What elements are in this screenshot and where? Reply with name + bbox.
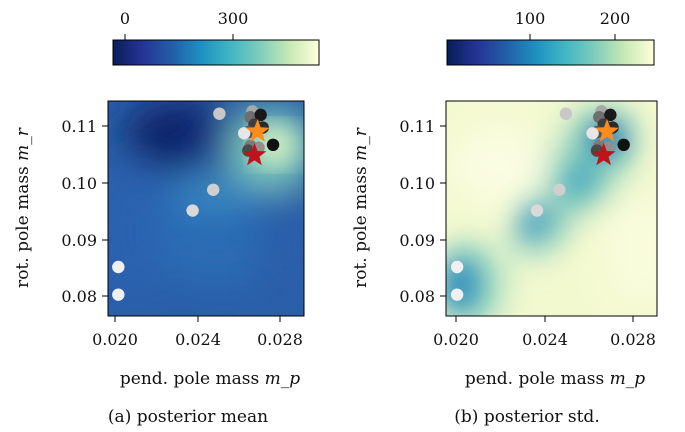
y-tick-label: 0.11 bbox=[399, 117, 435, 136]
y-axis-label-b: rot. pole mass m_r bbox=[351, 127, 371, 288]
colorbar-a bbox=[112, 39, 320, 66]
y-tick-label: 0.08 bbox=[399, 287, 435, 306]
scatter-point bbox=[266, 138, 280, 152]
plot-frame-a bbox=[107, 100, 305, 317]
scatter-point bbox=[450, 260, 464, 274]
y-tick-label: 0.11 bbox=[61, 117, 97, 136]
x-axis-b: 0.020 0.024 0.028 pend. pole mass m_p bbox=[433, 316, 656, 389]
scatter-point bbox=[112, 288, 125, 301]
data-marks-b bbox=[450, 105, 630, 301]
star-marker bbox=[595, 119, 619, 142]
x-tick-label: 0.028 bbox=[610, 330, 656, 349]
scatter-point bbox=[450, 288, 464, 301]
caption-a: (a) posterior mean bbox=[108, 407, 268, 427]
panel-a: 0 300 0.020 0.024 bbox=[13, 9, 320, 427]
star-marker bbox=[591, 142, 616, 166]
x-tick-label: 0.024 bbox=[522, 330, 568, 349]
x-axis-label-b: pend. pole mass m_p bbox=[465, 369, 645, 389]
y-axis-label-a: rot. pole mass m_r bbox=[13, 127, 33, 288]
x-tick-label: 0.024 bbox=[175, 330, 221, 349]
plot-frame-b bbox=[445, 100, 658, 317]
y-tick-label: 0.08 bbox=[61, 287, 97, 306]
y-axis-a: 0.08 0.09 0.10 0.11 rot. pole mass m_r bbox=[13, 117, 108, 306]
y-tick-label: 0.09 bbox=[61, 231, 97, 250]
colorbar-a-ticks: 0 300 bbox=[120, 9, 248, 40]
scatter-point bbox=[604, 108, 617, 122]
scatter-point bbox=[112, 260, 125, 274]
colorbar-b-ticks: 100 200 bbox=[515, 9, 631, 40]
x-tick-label: 0.028 bbox=[257, 330, 303, 349]
panel-b: 100 200 0.020 0.02 bbox=[351, 9, 658, 427]
y-tick-label: 0.10 bbox=[61, 174, 97, 193]
scatter-point bbox=[553, 183, 566, 196]
colorbar-b-tick-label: 100 bbox=[515, 9, 546, 28]
star-marker bbox=[242, 142, 267, 166]
x-axis-a: 0.020 0.024 0.028 pend. pole mass m_p bbox=[92, 316, 303, 389]
star-marker bbox=[245, 119, 270, 142]
scatter-point bbox=[559, 107, 573, 120]
y-tick-label: 0.09 bbox=[399, 231, 435, 250]
x-axis-label-a: pend. pole mass m_p bbox=[120, 369, 300, 389]
scatter-point bbox=[207, 183, 220, 196]
x-tick-label: 0.020 bbox=[92, 330, 138, 349]
colorbar-a-tick-label: 300 bbox=[218, 9, 249, 28]
y-axis-b: 0.08 0.09 0.10 0.11 rot. pole mass m_r bbox=[351, 117, 446, 306]
scatter-point bbox=[213, 107, 226, 120]
scatter-point bbox=[530, 204, 544, 217]
scatter-point bbox=[237, 127, 251, 140]
colorbar-a-tick-label: 0 bbox=[120, 9, 130, 28]
colorbar-b bbox=[446, 39, 655, 66]
heatmap-b bbox=[446, 101, 657, 316]
x-tick-label: 0.020 bbox=[433, 330, 479, 349]
heatmap-a bbox=[108, 101, 304, 316]
data-marks-a bbox=[112, 105, 280, 301]
scatter-point bbox=[617, 138, 630, 152]
scatter-point bbox=[586, 127, 599, 140]
colorbar-b-tick-label: 200 bbox=[600, 9, 631, 28]
scatter-point bbox=[254, 108, 267, 122]
caption-b: (b) posterior std. bbox=[454, 407, 599, 427]
scatter-point bbox=[186, 204, 199, 217]
y-tick-label: 0.10 bbox=[399, 174, 435, 193]
